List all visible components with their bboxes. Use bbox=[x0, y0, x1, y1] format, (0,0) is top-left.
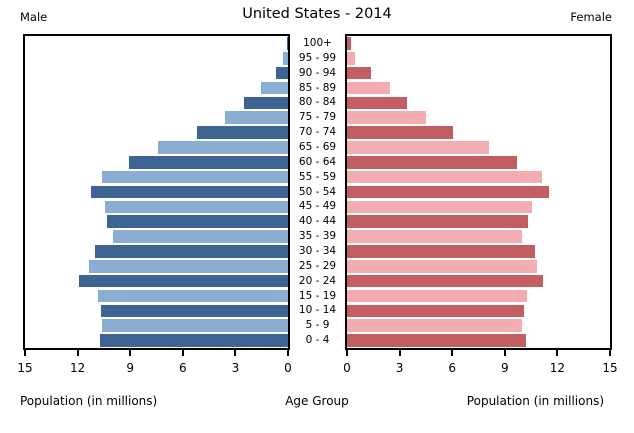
male-axis-tick bbox=[129, 350, 132, 356]
male-bar-45-49 bbox=[104, 200, 288, 214]
female-bar-20-24 bbox=[347, 274, 544, 288]
age-group-tick-label: 25 - 29 bbox=[298, 259, 337, 272]
age-group-tick-label: 50 - 54 bbox=[298, 185, 337, 198]
female-axis-tick-label: 6 bbox=[448, 361, 456, 375]
age-group-tick-label: 80 - 84 bbox=[298, 96, 337, 109]
male-bar-35-39 bbox=[112, 230, 288, 243]
female-bar-30-34 bbox=[347, 245, 535, 258]
female-bar-0-4 bbox=[347, 334, 526, 347]
age-group-tick-label: 55 - 59 bbox=[298, 170, 337, 183]
female-bar-25-29 bbox=[347, 260, 538, 273]
male-bar-60-64 bbox=[129, 156, 288, 169]
female-axis-header: Female bbox=[570, 10, 612, 24]
age-group-tick-label: 0 - 4 bbox=[305, 334, 330, 347]
female-axis-tick bbox=[609, 350, 611, 356]
age-group-tick-label: 95 - 99 bbox=[298, 51, 337, 64]
female-bar-35-39 bbox=[347, 230, 523, 243]
age-group-tick-label: 20 - 24 bbox=[298, 274, 337, 287]
male-axis-tick-label: 6 bbox=[178, 361, 187, 375]
female-bar-50-54 bbox=[347, 185, 549, 199]
female-bar-5-9 bbox=[347, 319, 523, 332]
age-group-tick-label: 10 - 14 bbox=[298, 304, 337, 317]
female-axis-tick bbox=[398, 350, 401, 356]
male-bar-25-29 bbox=[89, 260, 288, 273]
female-axis-tick-label: 3 bbox=[395, 361, 404, 375]
male-axis-header: Male bbox=[20, 10, 48, 24]
male-bar-15-19 bbox=[97, 289, 288, 303]
male-bar-5-9 bbox=[102, 319, 288, 332]
male-axis-tick-label: 15 bbox=[17, 361, 33, 375]
male-bar-0-4 bbox=[99, 334, 288, 347]
male-bars-panel bbox=[23, 34, 290, 350]
male-bar-50-54 bbox=[90, 185, 288, 199]
female-bar-15-19 bbox=[347, 289, 527, 303]
female-axis-tick bbox=[503, 350, 506, 356]
age-group-tick-label: 70 - 74 bbox=[298, 126, 337, 139]
male-axis-tick bbox=[287, 350, 289, 356]
male-bar-80-84 bbox=[244, 96, 288, 110]
female-axis-tick-label: 12 bbox=[549, 361, 566, 375]
male-bar-70-74 bbox=[196, 126, 288, 139]
female-axis-tick bbox=[556, 350, 559, 356]
age-group-tick-label: 90 - 94 bbox=[298, 66, 337, 79]
female-axis-tick-label: 15 bbox=[602, 361, 618, 375]
male-axis-tick bbox=[234, 350, 237, 356]
age-group-axis-label: Age Group bbox=[285, 394, 349, 408]
female-bar-10-14 bbox=[347, 304, 525, 318]
age-group-tick-label: 40 - 44 bbox=[298, 215, 337, 228]
female-bar-95-99 bbox=[347, 52, 355, 65]
age-group-tick-label: 30 - 34 bbox=[298, 245, 337, 257]
male-bar-30-34 bbox=[95, 245, 288, 258]
age-group-tick-label: 65 - 69 bbox=[298, 141, 337, 153]
female-bar-45-49 bbox=[347, 200, 532, 214]
age-group-tick-label: 5 - 9 bbox=[305, 319, 330, 332]
age-group-tick-label: 85 - 89 bbox=[298, 81, 337, 94]
female-bar-55-59 bbox=[347, 170, 542, 184]
age-group-tick-label: 60 - 64 bbox=[298, 155, 337, 168]
male-bar-20-24 bbox=[79, 274, 288, 288]
age-group-axis: 100+ 95 - 99 90 - 94 85 - 89 80 - 84 75 - 79 7… bbox=[290, 36, 345, 348]
age-group-tick-label: 100+ bbox=[303, 37, 332, 49]
female-bar-70-74 bbox=[347, 126, 454, 139]
female-axis-tick bbox=[346, 350, 348, 356]
male-bar-90-94 bbox=[275, 66, 288, 80]
age-group-tick-label: 15 - 19 bbox=[298, 289, 337, 302]
female-bar-75-79 bbox=[347, 111, 426, 124]
age-group-tick-label: 45 - 49 bbox=[298, 200, 337, 213]
female-axis-tick-label: 9 bbox=[500, 361, 509, 375]
female-bar-85-89 bbox=[347, 81, 390, 95]
chart-title: United States - 2014 bbox=[242, 6, 392, 22]
female-bar-40-44 bbox=[347, 215, 529, 228]
female-bars-panel bbox=[345, 34, 612, 350]
male-bar-95-99 bbox=[282, 52, 288, 65]
male-axis-tick-label: 12 bbox=[69, 361, 86, 375]
female-axis-tick bbox=[451, 350, 454, 356]
male-axis-tick-label: 0 bbox=[284, 361, 292, 375]
male-axis-label: Population (in millions) bbox=[20, 394, 158, 408]
male-axis-tick-label: 3 bbox=[231, 361, 240, 375]
female-axis-label: Population (in millions) bbox=[466, 394, 604, 408]
male-bar-55-59 bbox=[102, 170, 288, 184]
female-bar-65-69 bbox=[347, 141, 490, 154]
male-axis-tick bbox=[24, 350, 26, 356]
age-group-tick-label: 35 - 39 bbox=[298, 230, 337, 243]
female-bar-100plus bbox=[347, 37, 351, 50]
male-axis-tick bbox=[181, 350, 184, 356]
female-axis-tick-label: 0 bbox=[343, 361, 351, 375]
male-bar-100plus bbox=[286, 37, 288, 50]
male-bar-40-44 bbox=[107, 215, 288, 228]
male-axis-tick bbox=[76, 350, 79, 356]
female-bar-90-94 bbox=[347, 66, 371, 80]
female-bar-80-84 bbox=[347, 96, 408, 110]
male-bar-10-14 bbox=[101, 304, 288, 318]
age-group-tick-label: 75 - 79 bbox=[298, 111, 337, 124]
male-bar-85-89 bbox=[260, 81, 288, 95]
male-bar-75-79 bbox=[224, 111, 288, 124]
male-axis-tick-label: 9 bbox=[126, 361, 134, 375]
female-bar-60-64 bbox=[347, 156, 518, 169]
male-bar-65-69 bbox=[158, 141, 288, 154]
